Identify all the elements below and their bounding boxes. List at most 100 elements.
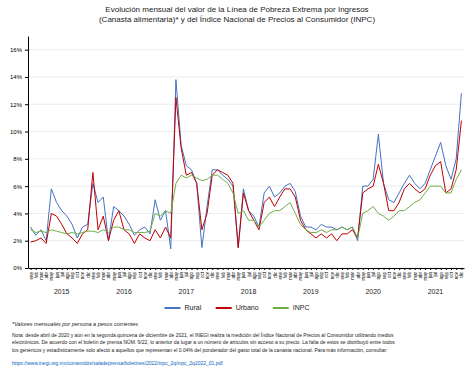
x-tick-mark — [358, 268, 359, 270]
y-axis: 0%2%4%6%8%10%12%14%16% — [10, 37, 29, 272]
grid-line — [28, 213, 464, 214]
footnote: *Valores mensuales por persona a pesos c… — [12, 321, 138, 327]
legend-label: Urbano — [236, 304, 259, 311]
x-tick-mark — [285, 268, 286, 270]
x-tick-mark — [238, 268, 239, 270]
x-tick-mark — [197, 268, 198, 270]
y-axis-line — [28, 37, 29, 269]
footnotes: *Valores mensuales por persona a pesos c… — [12, 321, 395, 366]
x-tick-mark — [166, 268, 167, 270]
x-tick-mark — [435, 268, 436, 270]
x-axis-line — [29, 268, 465, 269]
x-tick-mark — [77, 268, 78, 270]
grid-line — [28, 240, 464, 241]
x-tick-mark — [31, 268, 32, 270]
legend: Rural Urbano INPC — [165, 304, 310, 311]
x-tick-mark — [98, 268, 99, 270]
grid-line — [28, 76, 464, 77]
x-tick-mark — [326, 268, 327, 270]
x-tick-mark — [259, 268, 260, 270]
footnote-line: Nota: desde abril de 2020 y aún en la se… — [12, 332, 394, 338]
year-label: 2021 — [428, 288, 444, 295]
year-labels: 2015201620172018201920202021 — [54, 288, 443, 295]
y-tick-mark — [25, 77, 28, 78]
x-tick-mark — [51, 268, 52, 270]
year-label: 2018 — [241, 288, 257, 295]
title-line: (Canasta alimentaria)* y del Índice Naci… — [99, 15, 375, 24]
legend-item: Rural — [165, 304, 202, 311]
x-tick-label: dic — [459, 271, 464, 278]
x-tick-mark — [430, 268, 431, 270]
x-tick-mark — [363, 268, 364, 270]
series-line — [31, 80, 462, 249]
series-line — [31, 97, 462, 247]
x-tick-mark — [233, 268, 234, 270]
y-tick-label: 6% — [13, 184, 22, 190]
x-tick-mark — [384, 268, 385, 270]
x-tick-mark — [223, 268, 224, 270]
title: Evolución mensual del valor de la Línea … — [99, 5, 375, 24]
y-tick-label: 16% — [10, 47, 23, 53]
lines — [31, 80, 462, 249]
x-tick-mark — [88, 268, 89, 270]
x-tick-mark — [404, 268, 405, 270]
grid-line — [28, 131, 464, 132]
x-tick-mark — [311, 268, 312, 270]
x-tick-mark — [192, 268, 193, 270]
x-tick-mark — [306, 268, 307, 270]
footnote-link: https://www.inegi.org.mx/contenidos/sala… — [12, 360, 223, 366]
x-tick-mark — [114, 268, 115, 270]
y-tick-label: 2% — [13, 238, 22, 244]
y-tick: 16% — [10, 47, 28, 53]
y-tick-label: 14% — [10, 74, 23, 80]
y-tick-label: 0% — [13, 265, 22, 271]
y-tick: 6% — [13, 184, 28, 190]
x-tick-mark — [150, 268, 151, 270]
x-tick-mark — [264, 268, 265, 270]
x-tick-mark — [129, 268, 130, 270]
year-label: 2016 — [116, 288, 132, 295]
y-tick: 8% — [13, 156, 28, 162]
x-tick-mark — [456, 268, 457, 270]
x-tick-mark — [321, 268, 322, 270]
x-tick-mark — [212, 268, 213, 270]
x-tick-mark — [46, 268, 47, 270]
x-tick-mark — [254, 268, 255, 270]
y-tick: 12% — [10, 102, 28, 108]
legend-label: INPC — [293, 304, 310, 311]
x-tick-mark — [389, 268, 390, 270]
x-tick-mark — [378, 268, 379, 270]
y-tick-mark — [25, 268, 28, 269]
x-tick-mark — [57, 268, 58, 270]
x-tick-mark — [394, 268, 395, 270]
grid — [28, 50, 464, 268]
x-tick-mark — [352, 268, 353, 270]
chart: Evolución mensual del valor de la Línea … — [0, 0, 474, 387]
footnote-line: *Valores mensuales por persona a pesos c… — [12, 321, 138, 327]
x-tick-mark — [93, 268, 94, 270]
x-tick-mark — [243, 268, 244, 270]
grid-line — [28, 158, 464, 159]
y-tick-mark — [25, 50, 28, 51]
x-tick-mark — [67, 268, 68, 270]
x-tick-mark — [36, 268, 37, 270]
x-tick-mark — [217, 268, 218, 270]
x-tick-mark — [207, 268, 208, 270]
grid-line — [28, 49, 464, 50]
footnote: Nota: desde abril de 2020 y aún en la se… — [12, 332, 395, 353]
x-tick-mark — [415, 268, 416, 270]
y-tick-mark — [25, 104, 28, 105]
y-tick: 2% — [13, 238, 28, 244]
grid-line — [28, 104, 464, 105]
x-tick-mark — [41, 268, 42, 270]
y-tick-label: 12% — [10, 102, 23, 108]
x-tick-mark — [140, 268, 141, 270]
x-tick-mark — [103, 268, 104, 270]
y-tick-mark — [25, 132, 28, 133]
x-tick: dic — [459, 268, 464, 278]
footnote-line: los genéricos y estadísticamente solo af… — [12, 347, 388, 353]
y-tick: 0% — [13, 265, 28, 271]
year-label: 2017 — [179, 288, 195, 295]
legend-swatch — [216, 307, 232, 309]
x-tick-mark — [124, 268, 125, 270]
